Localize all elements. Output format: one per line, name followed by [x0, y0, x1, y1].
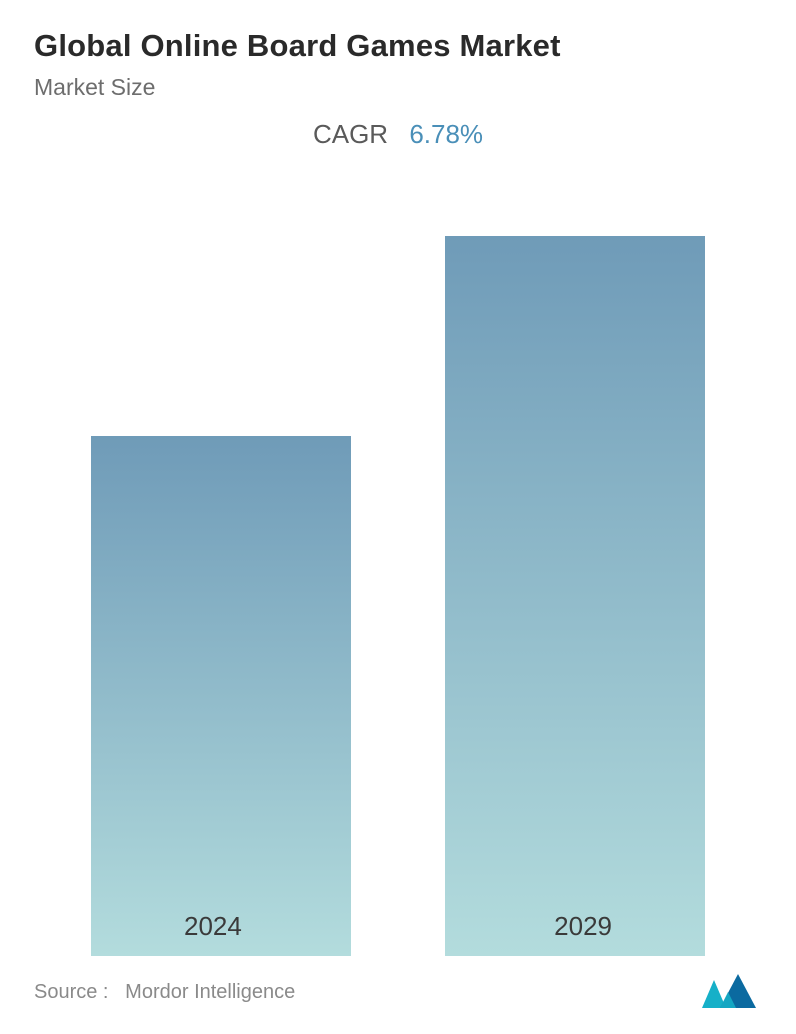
source-label: Source : [34, 981, 108, 1003]
bars-wrap: 2024 2029 [44, 236, 752, 956]
cagr-row: CAGR 6.78% [34, 119, 762, 150]
chart-container: Global Online Board Games Market Market … [0, 0, 796, 1034]
bar-2029 [445, 236, 705, 956]
bar-column-2029: 2029 [440, 236, 710, 956]
footer: Source : Mordor Intelligence [34, 972, 762, 1012]
bar-label-2024: 2024 [184, 911, 242, 942]
mordor-logo-icon [698, 972, 762, 1012]
bar-column-2024: 2024 [86, 436, 356, 956]
cagr-label: CAGR [313, 119, 388, 149]
source-text: Source : Mordor Intelligence [34, 981, 295, 1004]
bar-2024 [91, 436, 351, 956]
chart-subtitle: Market Size [34, 74, 762, 101]
cagr-value: 6.78% [409, 119, 483, 149]
chart-plot-area: 2024 2029 [44, 160, 752, 1014]
chart-title: Global Online Board Games Market [34, 28, 762, 64]
bar-label-2029: 2029 [554, 911, 612, 942]
source-name: Mordor Intelligence [125, 981, 295, 1003]
